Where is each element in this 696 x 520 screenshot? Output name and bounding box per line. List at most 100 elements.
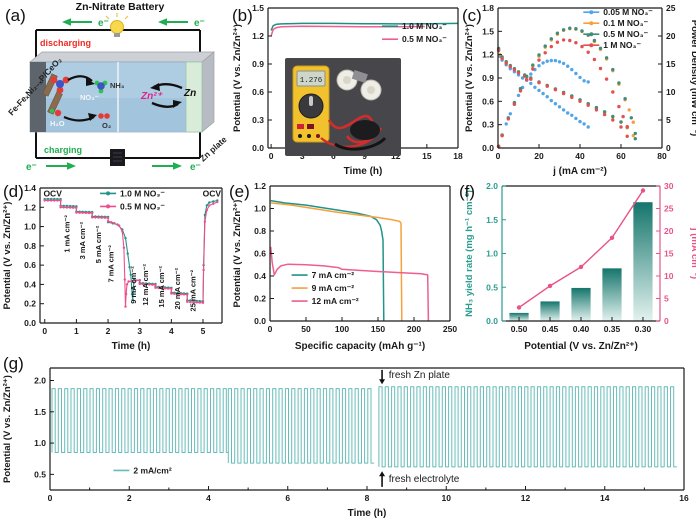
svg-text:Time (h): Time (h) — [348, 508, 387, 519]
series-group — [496, 26, 637, 148]
electron-flow-bottom: e⁻ e⁻ — [26, 162, 201, 173]
axes-frame: 0.50 0.45 0.40 0.35 0.30 0.0 0.5 1.0 1.5 2.0 0 5 10 1… — [464, 181, 696, 352]
svg-text:1.8: 1.8 — [482, 3, 494, 13]
svg-text:25: 25 — [664, 204, 674, 214]
svg-text:0.45: 0.45 — [542, 324, 559, 334]
svg-text:0.50: 0.50 — [511, 324, 528, 334]
series-group — [43, 197, 219, 308]
oxygen-molecule — [98, 113, 110, 119]
svg-text:2.0: 2.0 — [34, 376, 46, 386]
svg-text:7 mA cm⁻²: 7 mA cm⁻² — [312, 270, 355, 280]
svg-text:14: 14 — [600, 493, 610, 503]
svg-text:1.5: 1.5 — [486, 215, 498, 225]
svg-text:16: 16 — [679, 493, 689, 503]
axes-frame: 0 2 4 6 8 10 12 14 16 0.5 1.0 1.5 2.0 Time (h) Potenti… — [2, 367, 689, 519]
no3-label: NO₃⁻ — [80, 93, 99, 102]
series-group — [509, 188, 653, 321]
electron-flow-top: e⁻ e⁻ — [62, 18, 205, 29]
discharging-label: discharging — [40, 38, 91, 48]
svg-text:0.5: 0.5 — [34, 469, 46, 479]
svg-text:1.2: 1.2 — [254, 181, 266, 191]
svg-text:0: 0 — [48, 493, 53, 503]
svg-text:1.2: 1.2 — [252, 31, 264, 41]
svg-text:Specific capacity (mAh g⁻¹): Specific capacity (mAh g⁻¹) — [295, 341, 425, 352]
chart-svg-c: 0 20 40 60 80 0.0 0.3 0.6 0.9 1.2 1.5 1.8 0 5 10 15 20 25… — [464, 3, 696, 177]
svg-text:1: 1 — [74, 326, 79, 336]
chart-svg-b: 0 3 6 9 12 15 18 0.0 0.3 0.6 0.9 1.2 1.5 Time (h) Pote… — [232, 3, 463, 177]
svg-text:0: 0 — [42, 326, 47, 336]
meter-reading: 1.276 — [300, 77, 323, 85]
svg-text:0.05 M NO₃⁻: 0.05 M NO₃⁻ — [603, 7, 653, 17]
axes-frame: 0 3 6 9 12 15 18 0.0 0.3 0.6 0.9 1.2 1.5 Time (h) Pote… — [232, 3, 463, 177]
left-electrode — [30, 62, 63, 132]
series-group — [269, 199, 430, 322]
svg-text:20: 20 — [534, 151, 544, 161]
panel-label-g: (g) — [3, 354, 24, 373]
multimeter-photo-inset: 1.276 — [285, 58, 401, 156]
svg-text:0.1 M NO₃⁻: 0.1 M NO₃⁻ — [603, 18, 648, 28]
panel-label-c: (c) — [462, 6, 482, 25]
svg-text:0: 0 — [269, 151, 274, 161]
svg-text:20: 20 — [664, 226, 674, 236]
svg-text:80: 80 — [657, 151, 667, 161]
svg-text:2 mA/cm²: 2 mA/cm² — [133, 465, 171, 475]
svg-text:1.0: 1.0 — [254, 204, 266, 214]
svg-text:1.0: 1.0 — [486, 249, 498, 259]
svg-text:12: 12 — [521, 493, 531, 503]
svg-text:0.40: 0.40 — [573, 324, 590, 334]
svg-text:0.6: 0.6 — [254, 249, 266, 259]
svg-text:1.4: 1.4 — [24, 183, 36, 193]
svg-text:1.0 M NO₃⁻: 1.0 M NO₃⁻ — [402, 21, 447, 31]
svg-text:5: 5 — [201, 326, 206, 336]
svg-text:50: 50 — [301, 324, 311, 334]
svg-text:30: 30 — [664, 181, 674, 191]
chart-panel-g: 0 2 4 6 8 10 12 14 16 0.5 1.0 1.5 2.0 Time (h) Potenti… — [0, 352, 696, 520]
svg-text:25: 25 — [666, 3, 676, 13]
legend: 1.0 M NO₃⁻ 0.5 M NO₃⁻ — [100, 188, 165, 211]
svg-text:Potential (V vs. Zn/Zn²⁺): Potential (V vs. Zn/Zn²⁺) — [524, 341, 638, 352]
svg-text:0.0: 0.0 — [482, 143, 494, 153]
nitrate-molecule — [50, 76, 70, 94]
svg-text:8: 8 — [365, 493, 370, 503]
test-leads-icon — [320, 114, 387, 151]
svg-text:12: 12 — [391, 151, 401, 161]
zn-arrowhead — [150, 83, 160, 91]
series-group — [51, 386, 677, 468]
svg-text:0.3: 0.3 — [482, 120, 494, 130]
chart-svg-d: 0 1 2 3 4 5 0.0 0.2 0.4 0.6 0.8 1.0 1.2 1.4 Time (h) Po… — [2, 183, 223, 352]
svg-text:0: 0 — [496, 151, 501, 161]
svg-text:7 mA cm⁻²: 7 mA cm⁻² — [107, 245, 116, 283]
zn-label: Zn — [183, 88, 196, 99]
svg-text:0.2: 0.2 — [254, 294, 266, 304]
svg-text:0.9: 0.9 — [252, 59, 264, 69]
nh3-label: NH₃ — [110, 81, 125, 90]
svg-text:0.4: 0.4 — [24, 279, 36, 289]
ammonia-molecule — [94, 80, 108, 94]
reaction-arrowhead — [86, 78, 95, 86]
svg-text:Potential (V vs. Zn/Zn²⁺): Potential (V vs. Zn/Zn²⁺) — [2, 375, 13, 483]
svg-text:0: 0 — [664, 316, 669, 326]
svg-text:9: 9 — [362, 151, 367, 161]
chart-svg-e: 0 50 100 150 200 250 0.0 0.2 0.4 0.6 0.8 1.0 1.2 Spec… — [232, 181, 457, 352]
panel-label-f: (f) — [459, 182, 476, 201]
svg-text:3: 3 — [300, 151, 305, 161]
h2o-label: H₂O — [50, 119, 65, 128]
svg-text:1.2: 1.2 — [482, 50, 494, 60]
svg-text:0: 0 — [666, 143, 671, 153]
svg-text:1.0: 1.0 — [34, 438, 46, 448]
svg-text:0.5 M NO₃⁻: 0.5 M NO₃⁻ — [120, 201, 165, 211]
svg-text:0.5 M NO₃⁻: 0.5 M NO₃⁻ — [603, 29, 648, 39]
svg-text:200: 200 — [407, 324, 421, 334]
svg-text:0.0: 0.0 — [24, 318, 36, 328]
chart-panel-c: 0 20 40 60 80 0.0 0.3 0.6 0.9 1.2 1.5 1.8 0 5 10 15 20 25… — [462, 0, 696, 178]
svg-text:6: 6 — [285, 493, 290, 503]
svg-text:OCV: OCV — [203, 189, 222, 199]
axes-frame: 0 50 100 150 200 250 0.0 0.2 0.4 0.6 0.8 1.0 1.2 Spec… — [232, 181, 457, 352]
svg-text:5: 5 — [666, 115, 671, 125]
svg-text:250: 250 — [443, 324, 457, 334]
zn2-label: Zn²⁺ — [140, 91, 164, 102]
svg-text:18: 18 — [453, 151, 463, 161]
svg-text:fresh electrolyte: fresh electrolyte — [389, 474, 460, 485]
light-bulb-icon — [105, 13, 129, 37]
svg-text:15 mA cm⁻²: 15 mA cm⁻² — [157, 265, 166, 307]
